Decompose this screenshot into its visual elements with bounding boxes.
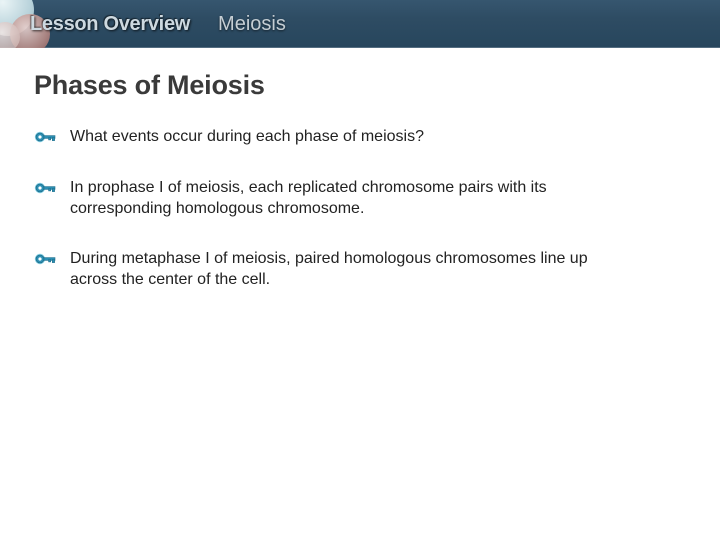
lesson-overview-label: Lesson Overview	[30, 13, 190, 36]
bullet-text: During metaphase I of meiosis, paired ho…	[70, 249, 630, 291]
bullet-item: During metaphase I of meiosis, paired ho…	[34, 249, 680, 291]
slide-content: Phases of Meiosis What events occur duri…	[0, 48, 720, 291]
key-icon	[34, 252, 58, 266]
key-icon	[34, 130, 58, 144]
bullet-text: What events occur during each phase of m…	[70, 127, 424, 148]
key-icon	[34, 181, 58, 195]
bullet-item: What events occur during each phase of m…	[34, 127, 680, 148]
slide-header: Lesson Overview Meiosis	[0, 0, 720, 48]
header-text: Lesson Overview Meiosis	[30, 0, 286, 48]
topic-title: Meiosis	[218, 13, 286, 36]
bullet-text: In prophase I of meiosis, each replicate…	[70, 178, 630, 220]
bullet-item: In prophase I of meiosis, each replicate…	[34, 178, 680, 220]
section-title: Phases of Meiosis	[34, 70, 680, 101]
